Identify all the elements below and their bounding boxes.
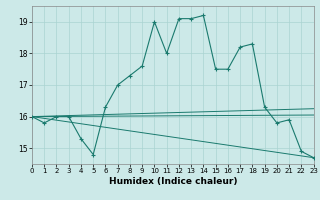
X-axis label: Humidex (Indice chaleur): Humidex (Indice chaleur) [108,177,237,186]
